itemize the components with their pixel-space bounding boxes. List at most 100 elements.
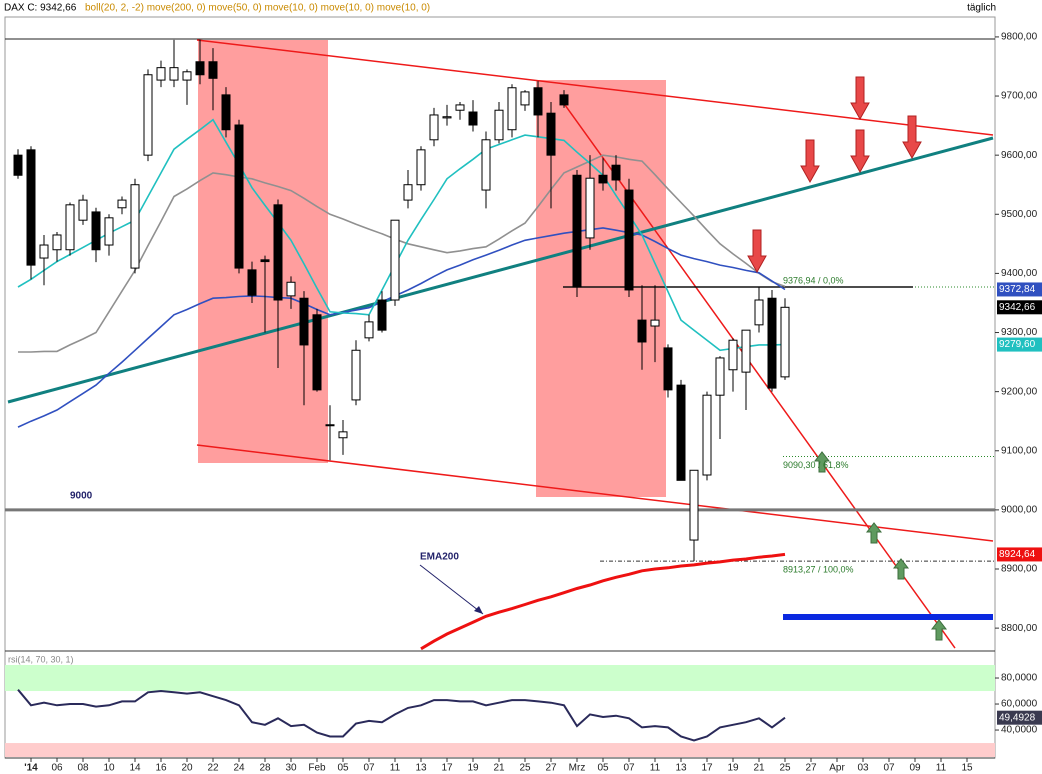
x-tick-label: 28 [259, 763, 271, 774]
x-tick-label: 07 [363, 763, 375, 774]
x-tick-label: 19 [467, 763, 479, 774]
oversold-zone [5, 743, 995, 757]
indicator-legend: boll(20, 2, -2) move(200, 0) move(50, 0)… [85, 3, 430, 14]
candle-body [156, 67, 166, 81]
x-tick-label: 06 [51, 763, 63, 774]
highlight-zone [198, 40, 328, 463]
candle-body [286, 281, 296, 297]
candle-body [169, 67, 179, 81]
note-arrow [419, 564, 484, 615]
candle-body [182, 71, 192, 81]
x-tick-label: 19 [727, 763, 739, 774]
candle-body [507, 87, 517, 131]
candle-body [221, 94, 231, 131]
candle-body [767, 297, 777, 389]
candle-body [403, 184, 413, 201]
candle-body [273, 204, 283, 301]
candle-body [299, 297, 309, 346]
x-tick-label: 07 [623, 763, 635, 774]
axes: 9800,00 9700,00 9600,00 9500,00 9400,00 9300,… [24, 32, 1037, 774]
x-tick-label: 27 [805, 763, 817, 774]
x-tick-label: 21 [753, 763, 765, 774]
candle-body [143, 74, 153, 156]
price-plot [5, 39, 995, 651]
candle-body [117, 199, 127, 209]
candle-body [533, 87, 543, 116]
level-label: 9090,30 / 61,8% [783, 460, 849, 470]
candle-body [338, 431, 348, 439]
candle-body [715, 357, 725, 396]
last-value-box [997, 547, 1042, 562]
overbought-zone [5, 665, 995, 692]
indicator-line [420, 552, 786, 651]
candle-body [546, 112, 556, 156]
candle-body [637, 319, 647, 343]
y-tick-label: 9200,00 [1001, 386, 1038, 397]
candle-body [234, 124, 244, 269]
last-value-label: 9279,60 [999, 339, 1036, 350]
candle-body [351, 349, 361, 401]
y-tick-label: 40,0000 [1001, 725, 1038, 736]
candle-body [650, 319, 660, 327]
candle-body [481, 139, 491, 191]
candle-body [598, 174, 608, 184]
candle-body [559, 94, 569, 106]
x-tick-label: 07 [883, 763, 895, 774]
candle-body [130, 184, 140, 269]
candle-body [377, 299, 387, 331]
x-tick-label: 25 [779, 763, 791, 774]
rsi-line [17, 689, 786, 742]
candle-body [754, 299, 764, 326]
x-tick-label: 15 [961, 763, 973, 774]
y-tick-label: 9000,00 [1001, 505, 1038, 516]
rsi-plot [5, 665, 995, 757]
x-tick-label: 03 [857, 763, 869, 774]
x-tick-label: 14 [129, 763, 141, 774]
last-value-box [997, 282, 1042, 297]
x-tick-label: 08 [77, 763, 89, 774]
trend-line [196, 444, 994, 542]
last-value-label: 9342,66 [999, 302, 1036, 313]
candle-body [663, 347, 673, 391]
indicator-line [18, 154, 786, 353]
last-value-box [997, 300, 1042, 315]
y-tick-label: 9500,00 [1001, 209, 1038, 220]
x-tick-label: 30 [285, 763, 297, 774]
last-value-label: 9372,84 [999, 284, 1036, 295]
last-value-box [997, 337, 1042, 352]
candle-body [702, 394, 712, 476]
x-tick-label: Feb [308, 763, 326, 774]
y-tick-label: 9400,00 [1001, 268, 1038, 279]
candle-body [416, 149, 426, 186]
candle-body [52, 234, 62, 251]
candle-body [91, 211, 101, 251]
candle-body [728, 339, 738, 371]
candle-body [104, 217, 114, 246]
candle-body [78, 199, 88, 221]
y-tick-label: 8900,00 [1001, 564, 1038, 575]
candle-body [442, 116, 452, 119]
note-arrow-head [474, 606, 483, 614]
x-tick-label: 09 [909, 763, 921, 774]
y-tick-label: 60,0000 [1001, 699, 1038, 710]
x-tick-label: 11 [936, 763, 947, 774]
trend-line [7, 136, 994, 404]
x-tick-label: 05 [337, 763, 349, 774]
y-tick-label: 9700,00 [1001, 91, 1038, 102]
candle-body [494, 109, 504, 141]
x-tick-label: 17 [441, 763, 453, 774]
x-tick-label: 24 [233, 763, 245, 774]
x-tick-label: 17 [701, 763, 713, 774]
x-tick-label: 10 [103, 763, 115, 774]
indicator-line [17, 227, 786, 428]
level-label: 8913,27 / 100,0% [783, 565, 854, 575]
x-tick-label: 11 [390, 763, 401, 774]
candle-body [676, 384, 686, 481]
x-tick-label: 21 [493, 763, 505, 774]
candle-body [312, 314, 322, 391]
candle-body [585, 177, 595, 239]
candle-body [390, 219, 400, 301]
x-tick-label: 20 [181, 763, 193, 774]
